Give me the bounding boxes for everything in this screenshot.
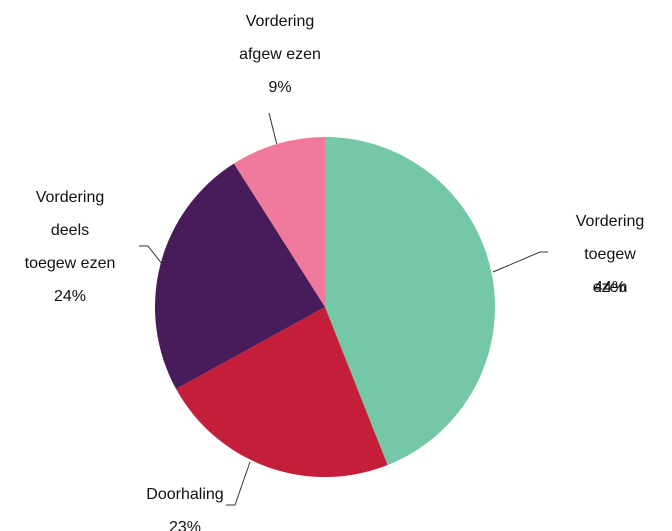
slice-label: Doorhaling (146, 486, 224, 503)
slice-label: Vordering toegew ezen (575, 213, 645, 296)
slice-value-label: 44% (593, 279, 627, 296)
pie-slice (325, 137, 496, 466)
slice-value-label: 24% (53, 288, 87, 305)
slice-value-label: 23% (168, 519, 202, 531)
leader-line (226, 461, 251, 506)
leader-line (268, 112, 278, 146)
slice-label: Vordering afgew ezen (239, 13, 321, 63)
leader-line (139, 245, 163, 265)
slice-label: Vordering deels toegew ezen (24, 189, 116, 272)
pie-slice (154, 163, 325, 389)
leader-line (492, 251, 548, 273)
pie-slice (176, 307, 388, 477)
slice-value-label: 9% (268, 79, 292, 96)
pie-slice (233, 137, 325, 307)
